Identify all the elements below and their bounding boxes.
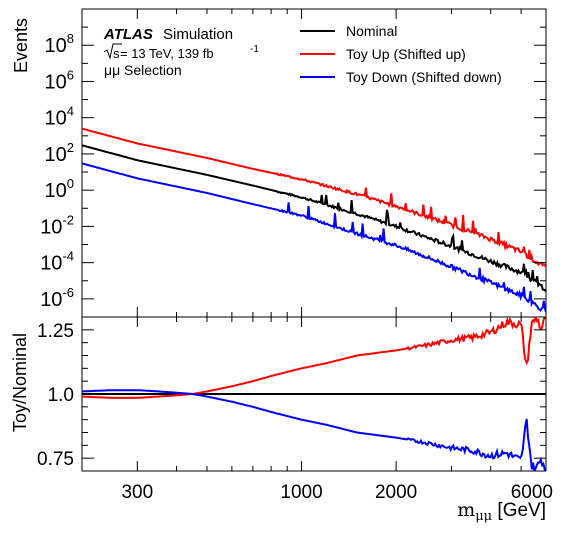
x-axis-title: mμμ [GeV]	[457, 499, 546, 524]
top-series-nominal	[82, 144, 546, 293]
atlas-label: ATLAS	[103, 26, 153, 43]
energy-label: = 13 TeV, 139 fb	[120, 46, 214, 61]
x-tick-label-300: 300	[121, 482, 153, 503]
top-y-tick-label: 10-2	[40, 212, 74, 238]
energy-prefix: s	[113, 46, 120, 61]
x-tick-label-6000: 6000	[511, 482, 553, 503]
top-y-tick-label: 108	[45, 31, 74, 57]
ratio-series-toy-down-shifted-down	[82, 389, 546, 471]
top-y-tick-label: 100	[45, 176, 74, 202]
bottom-series-group	[82, 317, 546, 471]
selection-label: μμ Selection	[104, 62, 182, 78]
axis-ticks-group	[81, 9, 547, 472]
legend-label-nominal: Nominal	[346, 23, 397, 39]
bottom-y-axis-title: Toy/Nominal	[10, 333, 30, 432]
top-y-tick-label: 10-6	[40, 285, 74, 311]
ratio-series-toy-up-shifted-up	[82, 317, 546, 399]
energy-exponent: -1	[250, 44, 259, 55]
x-tick-label-1000: 1000	[280, 482, 322, 503]
top-series-toy-up-shifted-up	[82, 127, 546, 268]
sqrt-symbol	[103, 43, 122, 60]
legend-label-toy-down: Toy Down (Shifted down)	[346, 69, 502, 85]
top-series-group	[82, 127, 546, 313]
bottom-y-tick-label: 1.25	[37, 321, 74, 342]
simulation-label: Simulation	[163, 26, 233, 43]
tick-labels-group: 300 1000 2000 6000 108 106 104 102 100 10-2 10-4 10…	[37, 31, 553, 503]
bottom-y-tick-label: 1.0	[48, 385, 74, 406]
bottom-y-tick-label: 0.75	[37, 449, 74, 470]
top-y-tick-label: 10-4	[40, 249, 74, 275]
legend-label-toy-up: Toy Up (Shifted up)	[346, 46, 466, 62]
top-y-tick-label: 104	[45, 104, 74, 130]
x-tick-label-2000: 2000	[375, 482, 417, 503]
top-series-toy-down-shifted-down	[82, 162, 546, 313]
top-y-tick-label: 102	[45, 140, 74, 166]
top-y-axis-title: Events	[11, 18, 31, 73]
top-y-tick-label: 106	[45, 67, 74, 93]
